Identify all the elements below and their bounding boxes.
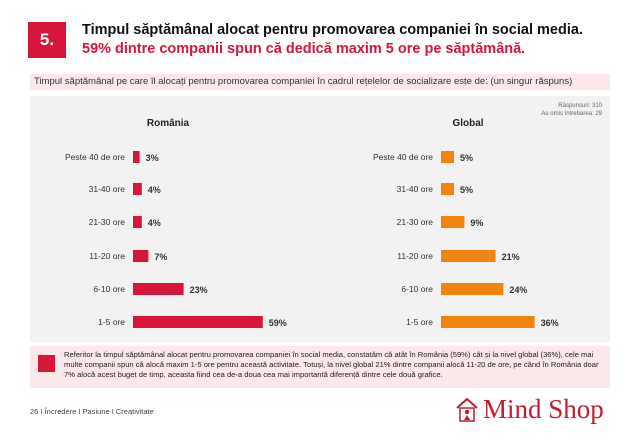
category-label-global: Peste 40 de ore: [373, 152, 433, 162]
summary-text: Referitor la timpul săptămânal alocat pe…: [64, 350, 599, 379]
slide-number-badge: 5.: [28, 22, 66, 58]
mind-shop-logo: Mind Shop: [455, 394, 604, 425]
bar-global: [441, 283, 504, 295]
data-label-global: 9%: [470, 218, 483, 228]
skipped-count: Au omis întrebarea: 29: [541, 111, 602, 117]
slide-subtitle: 59% dintre companii spun că dedică maxim…: [82, 41, 526, 57]
data-label-global: 5%: [460, 185, 473, 195]
data-label-romania: 4%: [148, 185, 161, 195]
bar-romania: [133, 151, 140, 163]
house-logo-icon: [456, 397, 478, 422]
bar-global: [441, 151, 454, 163]
summary-box: [30, 346, 610, 388]
category-label-global: 1-5 ore: [406, 317, 433, 327]
data-label-romania: 7%: [154, 252, 167, 262]
data-label-global: 5%: [460, 153, 473, 163]
question-text: Timpul săptămânal pe care îl alocați pen…: [30, 74, 610, 90]
bar-global: [441, 250, 496, 262]
bar-romania: [133, 216, 142, 228]
category-label-romania: 21-30 ore: [89, 217, 126, 227]
data-label-global: 36%: [541, 318, 559, 328]
category-label-global: 6-10 ore: [401, 284, 433, 294]
category-label-global: 21-30 ore: [397, 217, 434, 227]
chart-title-romania: România: [147, 118, 190, 129]
chart-title-global: Global: [452, 118, 483, 129]
category-label-global: 11-20 ore: [397, 251, 433, 261]
bar-romania: [133, 283, 184, 295]
category-label-romania: 11-20 ore: [89, 251, 125, 261]
category-label-romania: 1-5 ore: [98, 317, 125, 327]
bar-global: [441, 316, 535, 328]
data-label-romania: 4%: [148, 218, 161, 228]
chart-panel: [30, 96, 610, 342]
data-label-romania: 3%: [146, 153, 159, 163]
bar-romania: [133, 316, 263, 328]
category-label-global: 31-40 ore: [397, 184, 434, 194]
bar-romania: [133, 250, 149, 262]
bar-global: [441, 183, 454, 195]
data-label-romania: 59%: [269, 318, 287, 328]
bar-global: [441, 216, 465, 228]
slide-title-line1: Timpul săptămânal alocat pentru promovar…: [82, 22, 583, 38]
category-label-romania: 31-40 ore: [89, 184, 126, 194]
summary-marker: [38, 355, 55, 372]
data-label-global: 24%: [509, 285, 527, 295]
respondents-info: Răspunsuri: 310 Au omis întrebarea: 29: [541, 102, 602, 118]
logo-text: Mind Shop: [483, 394, 604, 424]
bar-romania: [133, 183, 142, 195]
data-label-romania: 23%: [190, 285, 208, 295]
data-label-global: 21%: [502, 252, 520, 262]
respondents-count: Răspunsuri: 310: [558, 103, 602, 109]
slide-title: Timpul săptămânal alocat pentru promovar…: [82, 21, 622, 59]
category-label-romania: Peste 40 de ore: [65, 152, 125, 162]
page-footer: 26 I Încredere I Pasiune I Creativitate: [30, 407, 154, 416]
category-label-romania: 6-10 ore: [93, 284, 125, 294]
